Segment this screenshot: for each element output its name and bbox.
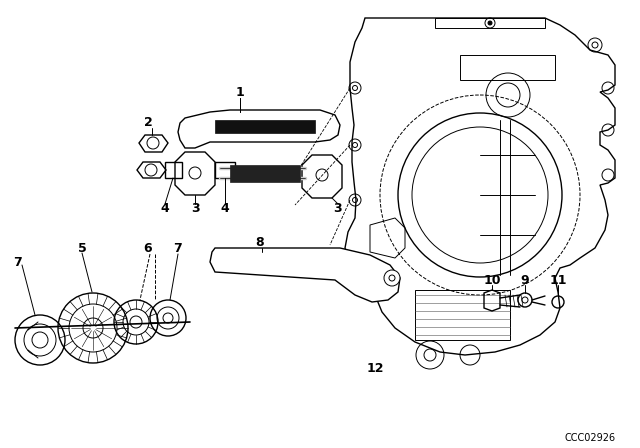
Polygon shape xyxy=(228,252,298,262)
Polygon shape xyxy=(210,248,400,302)
Text: 6: 6 xyxy=(144,241,152,254)
Text: CCC02926: CCC02926 xyxy=(564,433,616,443)
Circle shape xyxy=(488,21,492,25)
Text: 12: 12 xyxy=(366,362,384,375)
Text: 7: 7 xyxy=(173,241,182,254)
Polygon shape xyxy=(215,120,315,133)
Text: 2: 2 xyxy=(143,116,152,129)
Text: 11: 11 xyxy=(549,273,567,287)
Text: 9: 9 xyxy=(521,273,529,287)
Polygon shape xyxy=(230,165,300,182)
Text: 4: 4 xyxy=(221,202,229,215)
Circle shape xyxy=(384,270,400,286)
Text: 3: 3 xyxy=(333,202,342,215)
Text: 10: 10 xyxy=(483,273,500,287)
Text: 7: 7 xyxy=(13,255,21,268)
Text: 1: 1 xyxy=(236,86,244,99)
Text: 5: 5 xyxy=(77,241,86,254)
Text: 8: 8 xyxy=(256,237,264,250)
Text: 4: 4 xyxy=(161,202,170,215)
Text: 3: 3 xyxy=(191,202,199,215)
